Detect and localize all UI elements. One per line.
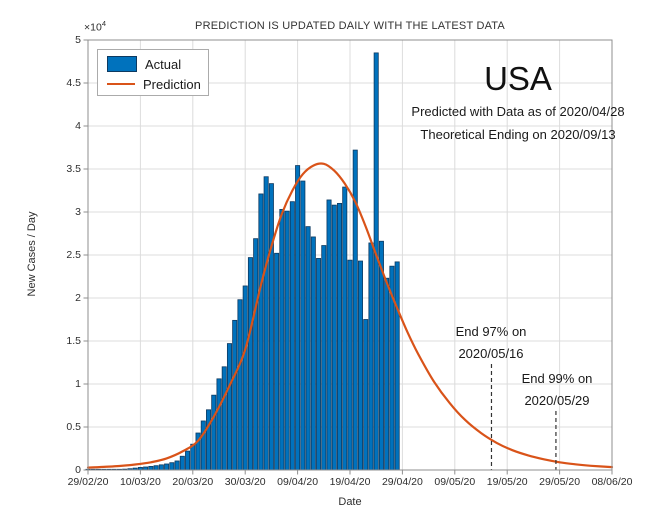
x-tick-label: 19/04/20 [329, 476, 371, 488]
x-tick-label: 29/05/20 [539, 476, 581, 488]
legend-row-prediction: Prediction [107, 76, 201, 92]
prediction-subtitle-1: Predicted with Data as of 2020/04/28 [411, 104, 625, 119]
legend-prediction-label: Prediction [143, 76, 201, 92]
y-tick-label: 1 [75, 377, 81, 390]
y-tick-label: 3 [75, 205, 81, 218]
y-exponent-base: ×10 [84, 21, 102, 34]
legend: Actual Prediction [97, 49, 209, 96]
y-tick-label: 4 [75, 119, 81, 132]
x-tick-label: 08/06/20 [591, 476, 633, 488]
y-tick-label: 2 [75, 291, 81, 304]
chart-title: PREDICTION IS UPDATED DAILY WITH THE LAT… [195, 20, 505, 32]
end-97-line2: 2020/05/16 [458, 346, 524, 361]
x-tick-label: 19/05/20 [486, 476, 528, 488]
end-97-line1: End 97% on [455, 324, 527, 339]
x-tick-label: 09/04/20 [277, 476, 319, 488]
x-tick-label: 29/04/20 [381, 476, 423, 488]
y-axis-exponent: ×104 [84, 19, 106, 34]
y-tick-label: 3.5 [66, 162, 81, 175]
y-tick-label: 0.5 [66, 420, 81, 433]
y-tick-label: 5 [75, 33, 81, 46]
x-tick-label: 30/03/20 [224, 476, 266, 488]
prediction-line-swatch-icon [107, 83, 135, 85]
end-99-line1: End 99% on [521, 371, 593, 386]
y-exponent-power: 4 [101, 19, 106, 28]
end-99-line2: 2020/05/29 [524, 393, 590, 408]
x-tick-label: 09/05/20 [434, 476, 476, 488]
x-tick-label: 20/03/20 [172, 476, 214, 488]
y-axis-label: New Cases / Day [26, 211, 38, 297]
x-tick-label: 29/02/20 [67, 476, 109, 488]
y-tick-label: 4.5 [66, 76, 81, 89]
x-axis-label: Date [338, 496, 362, 508]
actual-bar-swatch-icon [107, 56, 137, 72]
country-label: USA [484, 60, 552, 97]
x-tick-label: 10/03/20 [119, 476, 161, 488]
end-99-annotation: End 99% on 2020/05/29 [522, 368, 593, 412]
y-tick-label: 2.5 [66, 248, 81, 261]
y-tick-label: 1.5 [66, 334, 81, 347]
legend-row-actual: Actual [107, 56, 181, 72]
prediction-subtitle-2: Theoretical Ending on 2020/09/13 [420, 127, 616, 142]
legend-actual-label: Actual [145, 56, 182, 72]
y-tick-label: 0 [75, 463, 81, 476]
end-97-annotation: End 97% on 2020/05/16 [456, 321, 527, 365]
